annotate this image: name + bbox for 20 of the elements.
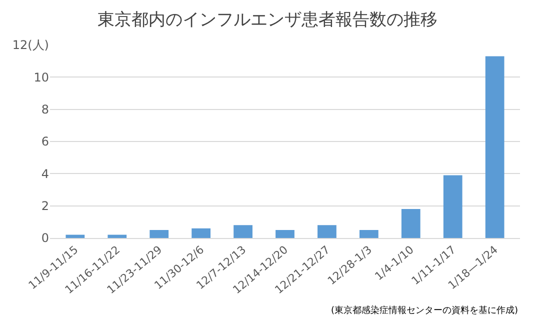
bar (485, 56, 504, 238)
y-tick-label: 10 (34, 70, 49, 84)
bar (192, 228, 211, 238)
bar (276, 230, 294, 238)
bar (150, 230, 169, 238)
bar (359, 230, 378, 238)
bar (66, 234, 85, 238)
y-tick-label: 12(人) (12, 38, 49, 52)
bar (108, 234, 127, 238)
y-tick-label: 2 (41, 199, 49, 214)
chart-title: 東京都内のインフルエンザ患者報告数の推移 (98, 10, 438, 30)
bar (234, 225, 252, 238)
bar (401, 209, 420, 238)
y-tick-label: 4 (41, 166, 49, 181)
y-tick-label: 8 (41, 102, 49, 117)
bar (443, 175, 462, 238)
bar (318, 225, 336, 238)
y-tick-label: 6 (41, 134, 49, 149)
y-tick-label: 0 (41, 231, 49, 246)
text: (東京都感染症情報センターの資料を基に作成) (331, 305, 518, 316)
